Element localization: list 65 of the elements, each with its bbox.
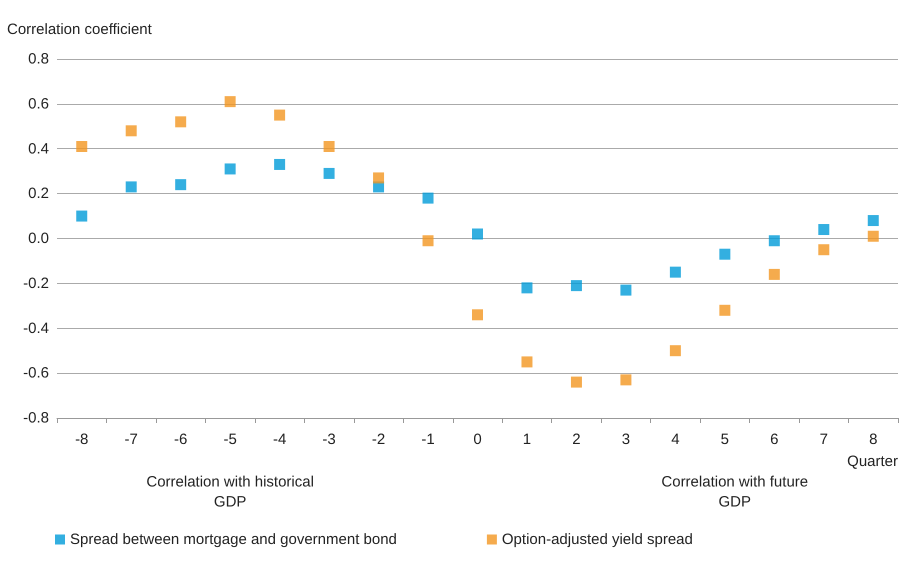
x-tick-label: 4 bbox=[671, 431, 680, 448]
point bbox=[868, 230, 879, 242]
point bbox=[818, 244, 830, 256]
x-tick-label: -6 bbox=[174, 431, 188, 448]
point bbox=[274, 110, 286, 121]
point bbox=[274, 158, 286, 170]
y-tick-label: 0.2 bbox=[28, 185, 49, 202]
point bbox=[126, 125, 137, 136]
x-tick-label: 8 bbox=[869, 431, 878, 448]
point bbox=[521, 282, 532, 294]
x-tick-label: 3 bbox=[622, 431, 630, 448]
x-axis-title: Quarter bbox=[847, 453, 898, 470]
point bbox=[570, 376, 582, 388]
point bbox=[324, 141, 335, 152]
point bbox=[76, 210, 88, 222]
y-tick-label: -0.4 bbox=[23, 320, 49, 337]
x-tick-label: -3 bbox=[322, 431, 336, 448]
x-tick-label: -7 bbox=[124, 431, 138, 448]
point bbox=[324, 168, 335, 179]
point bbox=[76, 141, 88, 152]
y-tick-label: -0.6 bbox=[23, 364, 49, 382]
x-tick-label: 1 bbox=[522, 431, 532, 448]
legend-label: Option-adjusted yield spread bbox=[502, 531, 693, 548]
point bbox=[422, 235, 434, 246]
x-tick-label: 7 bbox=[820, 431, 828, 448]
y-tick-label: -0.2 bbox=[23, 274, 49, 292]
x-tick-label: -4 bbox=[272, 431, 286, 448]
y-tick-label: 0.8 bbox=[28, 50, 49, 68]
point bbox=[472, 309, 483, 320]
point bbox=[670, 345, 681, 356]
point bbox=[620, 374, 632, 386]
point bbox=[768, 235, 780, 246]
y-axis-title: Correlation coefficient bbox=[7, 21, 153, 38]
point bbox=[620, 284, 632, 296]
point bbox=[670, 266, 681, 278]
y-tick-label: 0.4 bbox=[28, 140, 49, 158]
point bbox=[472, 228, 483, 240]
point bbox=[868, 215, 879, 226]
point bbox=[521, 356, 532, 368]
y-tick-label: -0.8 bbox=[23, 410, 49, 426]
x-tick-label: 0 bbox=[473, 431, 482, 448]
x-tick-label: 6 bbox=[770, 431, 778, 448]
point bbox=[570, 280, 582, 292]
x-tick-label: -2 bbox=[372, 431, 386, 448]
x-tick-label: 5 bbox=[720, 431, 730, 448]
point bbox=[719, 248, 730, 260]
x-tick-label: -1 bbox=[421, 431, 435, 448]
y-tick-label: 0.0 bbox=[28, 230, 49, 247]
point bbox=[818, 224, 830, 236]
text: Correlation with future GDP bbox=[661, 474, 808, 510]
y-tick-label: 0.6 bbox=[28, 95, 49, 112]
point bbox=[126, 181, 137, 192]
legend-label: Spread between mortgage and government bond bbox=[70, 531, 397, 548]
x-tick-label: -5 bbox=[223, 431, 237, 448]
point bbox=[373, 172, 384, 184]
point bbox=[175, 116, 186, 128]
x-tick-label: 2 bbox=[572, 431, 581, 448]
point bbox=[768, 268, 780, 280]
point bbox=[719, 304, 730, 316]
point bbox=[422, 192, 434, 204]
point bbox=[224, 96, 236, 108]
point bbox=[224, 163, 236, 174]
text: Correlation with historical GDP bbox=[146, 474, 314, 510]
point bbox=[175, 179, 186, 190]
x-tick-label: -8 bbox=[75, 431, 88, 448]
